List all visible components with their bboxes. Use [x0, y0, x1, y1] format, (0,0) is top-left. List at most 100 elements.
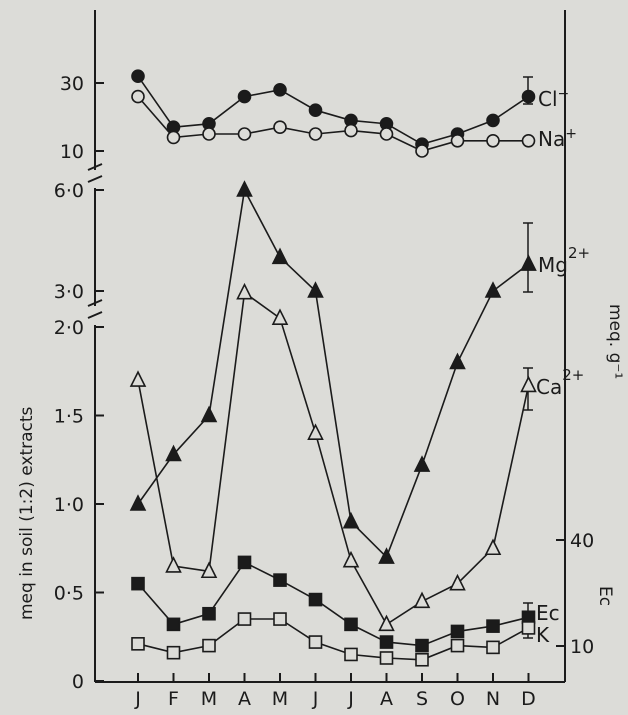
series-markers — [129, 69, 537, 667]
marker-ca2-7-7 — [378, 614, 395, 632]
marker-na-4-4 — [273, 120, 287, 134]
y-axis-title: meq in soil (1:2) extracts — [17, 406, 37, 620]
marker-na-9-9 — [450, 134, 465, 148]
right-tick-label-1: 40 — [570, 530, 594, 552]
marker-ca2-6-6 — [342, 550, 360, 568]
label-cl: Cl− — [538, 86, 569, 111]
marker-ec-9-9 — [450, 624, 465, 639]
marker-k-1-1 — [166, 645, 181, 660]
marker-mg2-2-2 — [200, 405, 218, 423]
marker-ec-3-3 — [237, 555, 252, 570]
y-tick-label-bottom-1: 0·5 — [54, 583, 84, 605]
marker-ca2-3-3 — [236, 282, 253, 300]
marker-na-0 — [131, 89, 145, 104]
series-line-mg2 — [137, 187, 529, 559]
marker-ec-5-5 — [308, 592, 323, 607]
series-line-ca2 — [137, 291, 530, 626]
marker-ec-1-1 — [166, 617, 181, 632]
x-tick-label-11: D — [521, 688, 536, 710]
marker-k-0 — [131, 637, 145, 651]
marker-ec-6-6 — [344, 617, 358, 632]
y-tick-label-top-0: 10 — [60, 141, 84, 163]
label-mg-base: Mg — [538, 253, 568, 277]
label-cl-sup: − — [558, 86, 570, 102]
marker-na-1-1 — [166, 130, 181, 145]
marker-na-11-11 — [521, 134, 536, 148]
marker-mg2-4-4 — [271, 247, 289, 265]
marker-ec-10-10 — [486, 619, 500, 633]
x-tick-label-0: J — [134, 688, 141, 710]
marker-mg2-8-8 — [413, 455, 431, 472]
label-cl-base: Cl — [538, 87, 558, 111]
marker-na-10-10 — [486, 134, 500, 148]
marker-mg2-9-9 — [449, 352, 466, 370]
marker-mg2-3-3 — [236, 180, 253, 197]
y-tick-label-middle-1: 6·0 — [54, 180, 84, 202]
y-tick-label-bottom-2: 1·0 — [54, 494, 84, 516]
marker-ca2-11-11 — [520, 375, 537, 393]
marker-ca2-1-1 — [165, 556, 182, 573]
marker-na-5-5 — [308, 127, 323, 141]
marker-ca2-8-8 — [413, 591, 431, 609]
y-tick-label-bottom-0: 0 — [72, 671, 84, 693]
x-tick-label-8: S — [416, 688, 428, 710]
marker-ec-2-2 — [202, 606, 216, 621]
x-tick-label-5: J — [312, 688, 319, 710]
x-tick-label-1: F — [168, 688, 179, 710]
marker-mg2-6-6 — [342, 511, 360, 529]
marker-k-2-2 — [202, 638, 216, 653]
series-line-na — [137, 96, 529, 152]
label-na-base: Na — [538, 127, 565, 151]
label-mg-sup: 2+ — [568, 244, 590, 262]
label-na: Na+ — [538, 126, 577, 151]
label-ca-sup: 2+ — [562, 366, 584, 384]
label-k: K — [536, 623, 550, 647]
label-mg: Mg2+ — [538, 244, 590, 277]
marker-na-6-6 — [344, 123, 358, 138]
marker-k-9-9 — [450, 638, 465, 653]
y-tick-label-bottom-3: 1·5 — [54, 406, 84, 428]
marker-na-8-8 — [415, 144, 429, 158]
label-ca-base: Ca — [536, 375, 562, 399]
marker-k-10-10 — [486, 640, 500, 655]
marker-mg2-0 — [129, 494, 147, 511]
marker-cl-11-11 — [521, 89, 536, 104]
marker-ca2-10-10 — [484, 538, 502, 556]
x-tick-label-4: M — [272, 688, 288, 710]
label-ec: Ec — [536, 601, 560, 625]
marker-mg2-11-11 — [520, 254, 537, 271]
x-tick-label-10: N — [486, 688, 500, 710]
ec-axis-title: Ec — [595, 586, 615, 606]
label-k-base: K — [536, 623, 550, 647]
marker-k-3-3 — [237, 612, 252, 626]
marker-ec-0 — [131, 576, 145, 591]
marker-ec-7-7 — [379, 635, 394, 649]
marker-na-7-7 — [379, 127, 394, 141]
marker-ec-4-4 — [273, 573, 287, 587]
y-tick-label-top-1: 30 — [60, 73, 84, 95]
series-line-ec — [137, 561, 529, 647]
right-axis-title: meq. g⁻¹ — [605, 304, 625, 379]
series-line-k — [137, 618, 529, 661]
marker-na-3-3 — [237, 127, 252, 141]
marker-na-2-2 — [202, 127, 216, 141]
marker-cl-0 — [131, 69, 145, 83]
x-tick-label-9: O — [450, 688, 465, 710]
marker-cl-4-4 — [273, 83, 287, 97]
series-line-cl — [137, 75, 529, 146]
marker-ca2-4-4 — [271, 308, 289, 325]
marker-k-8-8 — [415, 652, 429, 667]
x-tick-label-7: A — [380, 688, 393, 710]
marker-k-7-7 — [379, 651, 394, 665]
marker-k-6-6 — [344, 647, 358, 662]
marker-k-4-4 — [273, 612, 287, 626]
x-tick-label-6: J — [347, 688, 354, 710]
marker-ec-8-8 — [415, 638, 429, 653]
y-tick-label-bottom-4: 2·0 — [54, 317, 84, 339]
right-tick-label-0: 10 — [570, 636, 594, 658]
marker-k-5-5 — [308, 635, 323, 649]
label-ec-base: Ec — [536, 601, 560, 625]
